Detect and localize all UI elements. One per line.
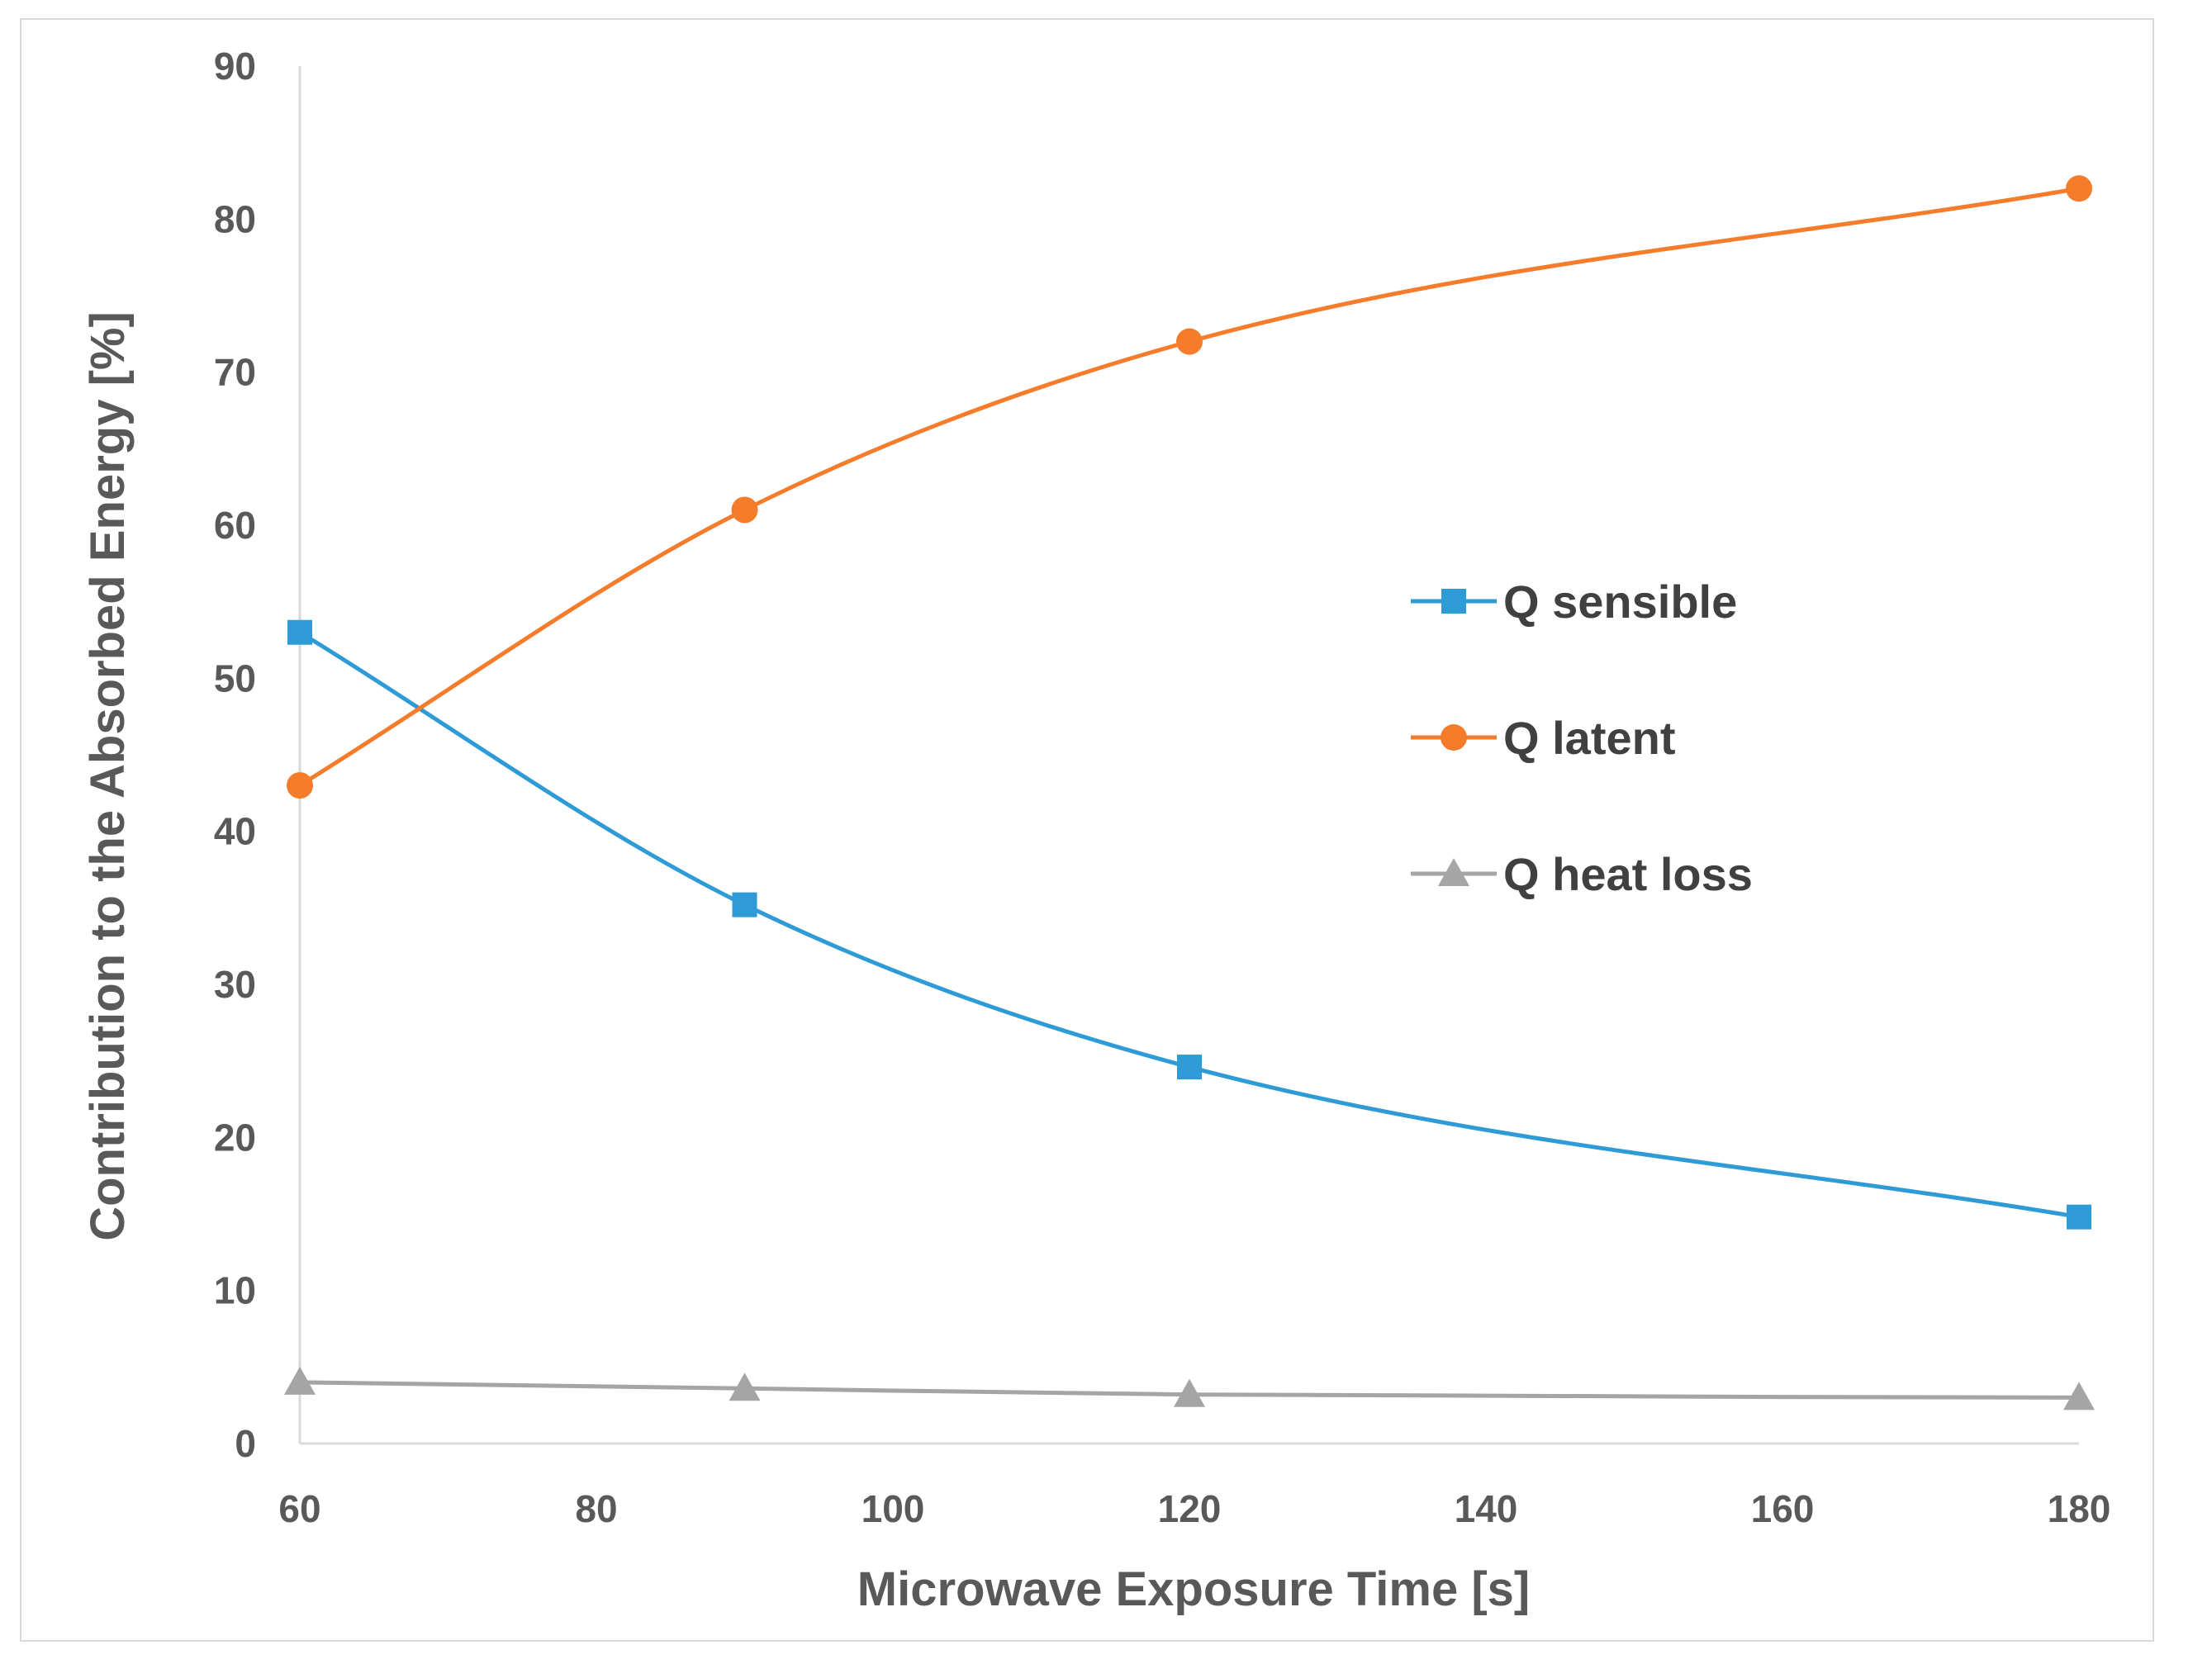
y-tick-label: 70 [214, 351, 256, 394]
y-tick-label: 0 [235, 1422, 256, 1465]
legend-marker [1441, 589, 1466, 614]
y-tick-label: 90 [214, 45, 256, 88]
y-tick-labels: 0 10 20 30 40 50 60 70 80 90 [214, 45, 256, 1465]
series-q-sensible [287, 619, 2091, 1230]
y-tick-label: 10 [214, 1269, 256, 1312]
data-point [732, 892, 757, 917]
legend-item: Q sensible [1411, 576, 1737, 628]
y-tick-label: 60 [214, 504, 256, 547]
x-axis-title: Microwave Exposure Time [s] [857, 1562, 1530, 1616]
legend-label: Q latent [1503, 712, 1675, 764]
data-point [284, 1366, 316, 1395]
legend: Q sensible Q latent Q heat loss [1411, 576, 1753, 900]
x-tick-labels: 60 80 100 120 140 160 180 [278, 1487, 2110, 1530]
data-point [287, 619, 312, 645]
chart-frame [20, 18, 2154, 1642]
data-point [2063, 1382, 2095, 1410]
data-point [1174, 1378, 1205, 1407]
y-tick-label: 80 [214, 197, 256, 240]
legend-marker [1441, 724, 1467, 751]
x-tick-label: 180 [2048, 1487, 2111, 1530]
plot-area [284, 175, 2095, 1410]
x-tick-label: 60 [278, 1487, 320, 1530]
y-tick-label: 20 [214, 1116, 256, 1159]
y-tick-label: 50 [214, 657, 256, 699]
x-tick-label: 100 [862, 1487, 925, 1530]
data-point [287, 772, 313, 799]
legend-item: Q heat loss [1411, 848, 1753, 900]
legend-label: Q sensible [1503, 576, 1737, 628]
axes [298, 66, 2079, 1445]
y-axis-title: Contribution to the Absorbed Energy [%] [81, 311, 135, 1241]
legend-marker [1438, 858, 1469, 886]
y-tick-label: 30 [214, 963, 256, 1006]
series-q-heat-loss [284, 1366, 2095, 1410]
data-point [1176, 328, 1203, 355]
x-tick-label: 160 [1751, 1487, 1815, 1530]
data-point [2067, 1204, 2091, 1230]
data-point [731, 496, 758, 524]
legend-label: Q heat loss [1503, 848, 1753, 900]
series-line [298, 186, 2080, 788]
x-tick-label: 80 [575, 1487, 617, 1530]
series-line [298, 630, 2080, 1220]
data-point [2066, 175, 2092, 202]
data-point [729, 1372, 761, 1401]
y-tick-label: 40 [214, 810, 256, 853]
series-line [299, 1380, 2080, 1400]
x-tick-label: 120 [1158, 1487, 1222, 1530]
series-q-latent [287, 175, 2092, 799]
x-tick-label: 140 [1455, 1487, 1518, 1530]
data-point [1177, 1055, 1202, 1080]
legend-item: Q latent [1411, 712, 1675, 764]
